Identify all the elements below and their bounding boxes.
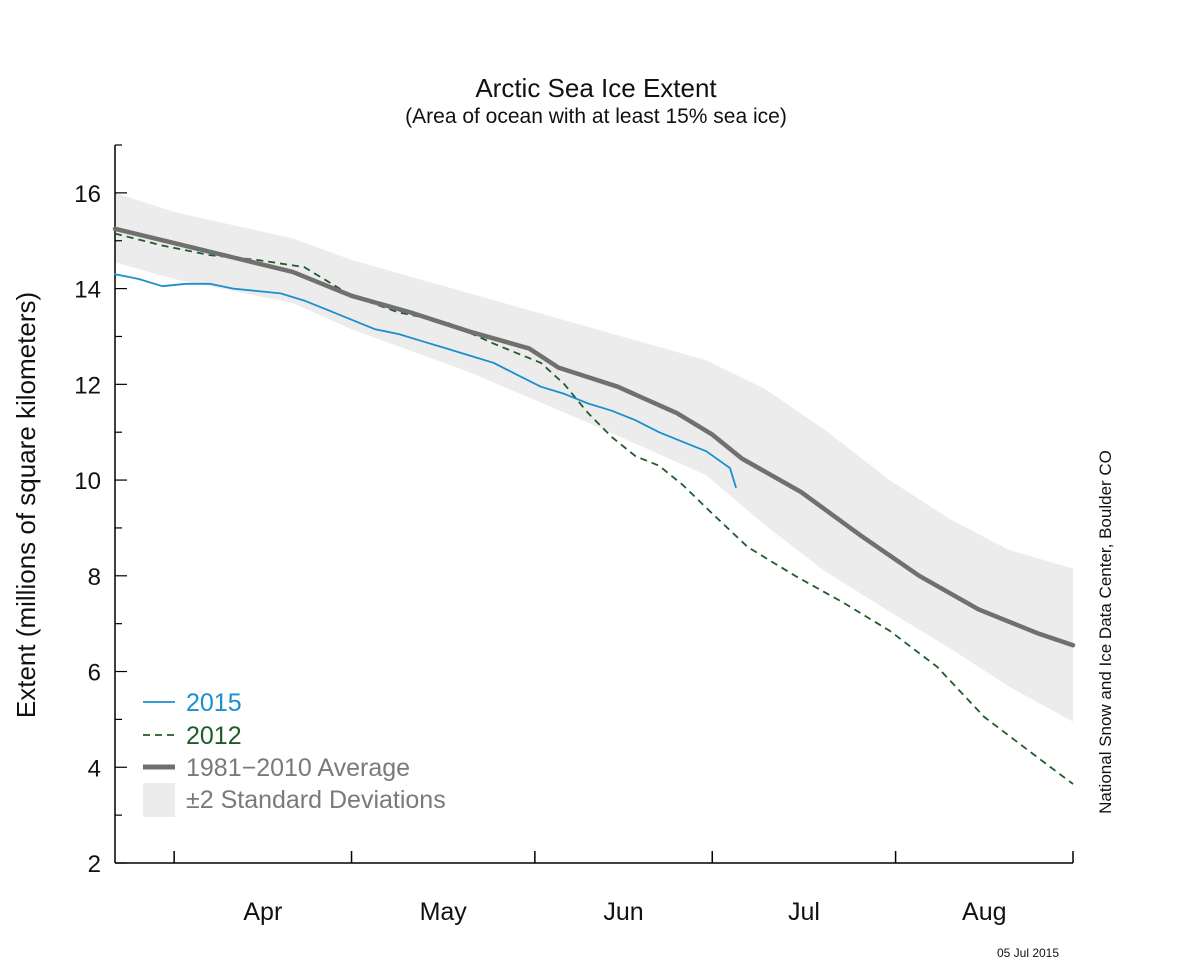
- y-tick-label: 12: [74, 372, 101, 399]
- y-tick-label: 14: [74, 277, 101, 304]
- legend-label: ±2 Standard Deviations: [186, 786, 446, 814]
- legend-label: 2012: [186, 722, 242, 750]
- x-tick-label: May: [420, 898, 468, 926]
- legend-label: 2015: [186, 689, 242, 717]
- series-layer: [112, 226, 1076, 785]
- chart-title: Arctic Sea Ice Extent: [475, 73, 717, 103]
- std-dev-band: [115, 192, 1073, 722]
- x-tick-label: Jun: [603, 898, 643, 926]
- legend-swatch-band: [143, 783, 175, 817]
- y-tick-label: 4: [88, 755, 101, 782]
- y-tick-label: 10: [74, 468, 101, 495]
- x-tick-label: Apr: [243, 898, 282, 926]
- std-dev-band-layer: [115, 192, 1073, 722]
- x-tick-label: Jul: [788, 898, 820, 926]
- series-line-1981-2010-Average: [112, 226, 1076, 648]
- credit-text: National Snow and Ice Data Center, Bould…: [1096, 450, 1115, 814]
- y-tick-label: 16: [74, 181, 101, 208]
- axes: 2 4 6 8 10 12 14 16 Apr May Jun Jul Aug: [74, 144, 1074, 926]
- x-tick-label: Aug: [962, 898, 1006, 926]
- y-tick-label: 6: [88, 660, 101, 687]
- series-line-2012: [114, 232, 1074, 785]
- legend: 2015 2012 1981−2010 Average ±2 Standard Dev…: [143, 689, 446, 817]
- y-axis-label: Extent (millions of square kilometers): [11, 292, 41, 718]
- legend-label: 1981−2010 Average: [186, 754, 410, 782]
- y-tick-label: 8: [88, 564, 101, 591]
- chart-subtitle: (Area of ocean with at least 15% sea ice…: [405, 105, 787, 128]
- series-line-2015: [114, 273, 737, 489]
- date-stamp: 05 Jul 2015: [997, 946, 1059, 960]
- y-tick-label: 2: [88, 851, 101, 878]
